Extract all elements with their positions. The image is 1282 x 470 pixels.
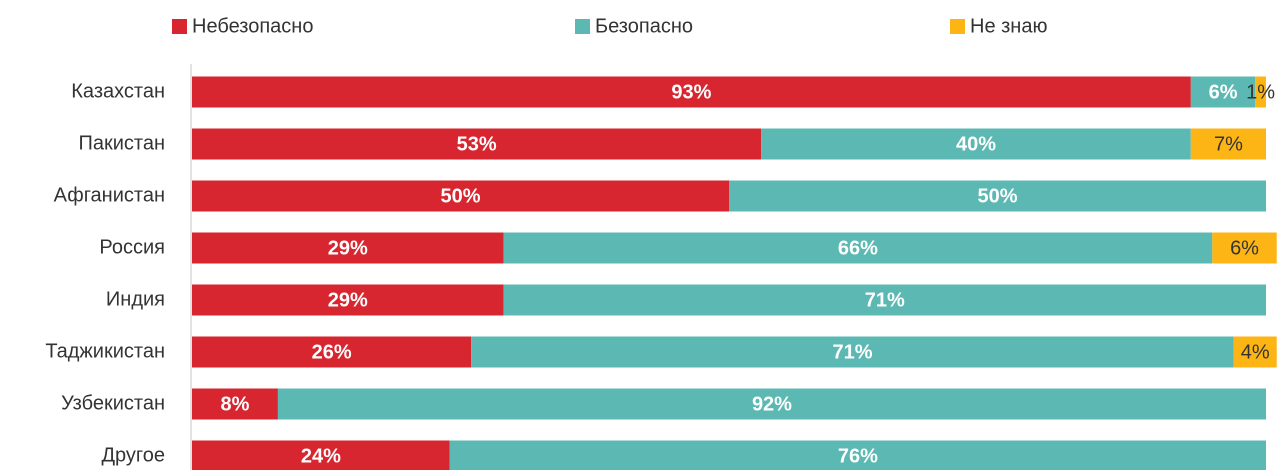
legend-swatch — [172, 19, 187, 34]
bar-segment — [192, 284, 504, 316]
bar-segment — [192, 180, 729, 212]
bar-segment — [729, 180, 1266, 212]
data-label: 26% — [312, 341, 352, 363]
bar-segment — [192, 76, 1191, 108]
category-label: Таджикистан — [45, 340, 165, 362]
category-label: Пакистан — [78, 132, 165, 154]
bar-segment — [1190, 128, 1266, 160]
data-label: 66% — [838, 237, 878, 259]
data-label: 1% — [1246, 81, 1275, 103]
bar-segment — [503, 284, 1267, 316]
data-label: 40% — [956, 133, 996, 155]
data-label: 6% — [1230, 237, 1259, 259]
data-label: 92% — [752, 393, 792, 415]
data-label: 29% — [328, 289, 368, 311]
category-label: Индия — [106, 288, 165, 310]
data-label: 7% — [1214, 133, 1243, 155]
data-label: 24% — [301, 445, 341, 467]
bar-segment — [449, 440, 1266, 470]
category-label: Афганистан — [54, 184, 165, 206]
data-label: 53% — [457, 133, 497, 155]
bar-segment — [1190, 76, 1256, 108]
legend-label: Небезопасно — [192, 15, 313, 37]
bar-segment — [192, 440, 450, 470]
bar-segment — [503, 232, 1213, 264]
legend-label: Не знаю — [970, 15, 1047, 37]
data-label: 29% — [328, 237, 368, 259]
data-label: 6% — [1209, 81, 1238, 103]
bar-segment — [192, 388, 278, 420]
bar-segment — [1212, 232, 1277, 264]
data-label: 71% — [865, 289, 905, 311]
data-label: 71% — [832, 341, 872, 363]
data-label: 4% — [1241, 341, 1270, 363]
bar-segment — [192, 336, 472, 368]
bar-segment — [471, 336, 1234, 368]
category-label: Россия — [99, 236, 165, 258]
data-label: 8% — [221, 393, 250, 415]
bar-segment — [1233, 336, 1277, 368]
bar-segment — [192, 232, 504, 264]
bar-segment — [192, 128, 762, 160]
data-label: 50% — [440, 185, 480, 207]
legend-swatch — [950, 19, 965, 34]
data-label: 50% — [977, 185, 1017, 207]
data-label: 93% — [671, 81, 711, 103]
bar-segment — [1255, 76, 1266, 108]
category-label: Узбекистан — [61, 392, 165, 414]
category-label: Другое — [101, 444, 165, 466]
legend-swatch — [575, 19, 590, 34]
data-label: 76% — [838, 445, 878, 467]
bar-segment — [761, 128, 1191, 160]
legend-label: Безопасно — [595, 15, 693, 37]
bar-segment — [277, 388, 1266, 420]
category-label: Казахстан — [71, 80, 165, 102]
